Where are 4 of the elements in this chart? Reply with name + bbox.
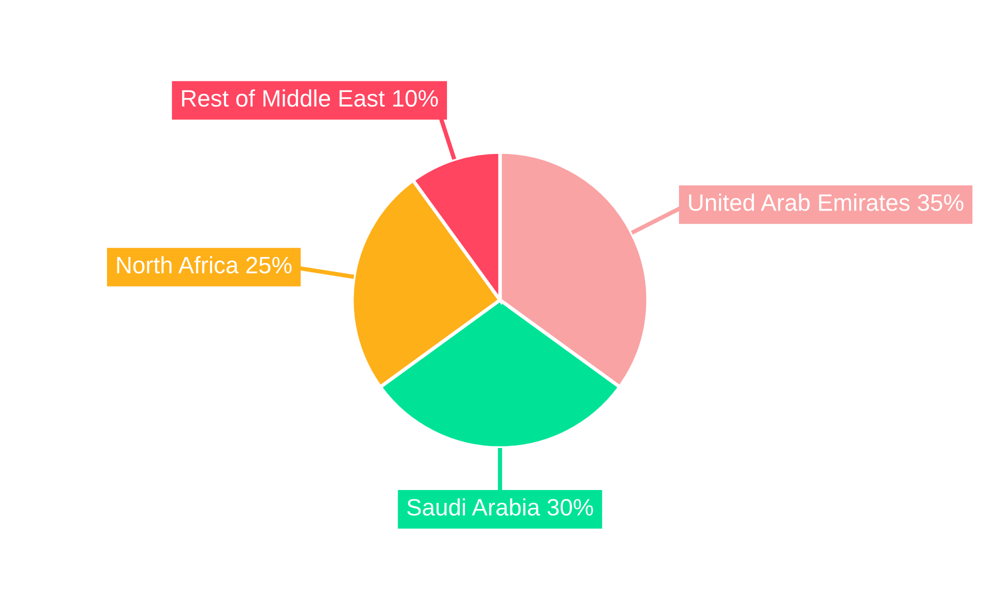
slice-label: North Africa 25% bbox=[117, 256, 292, 274]
slice-label: Saudi Arabia 30% bbox=[407, 498, 594, 516]
slice-label: United Arab Emirates 35% bbox=[689, 194, 964, 211]
slice-label: Rest of Middle East 10% bbox=[182, 89, 438, 107]
